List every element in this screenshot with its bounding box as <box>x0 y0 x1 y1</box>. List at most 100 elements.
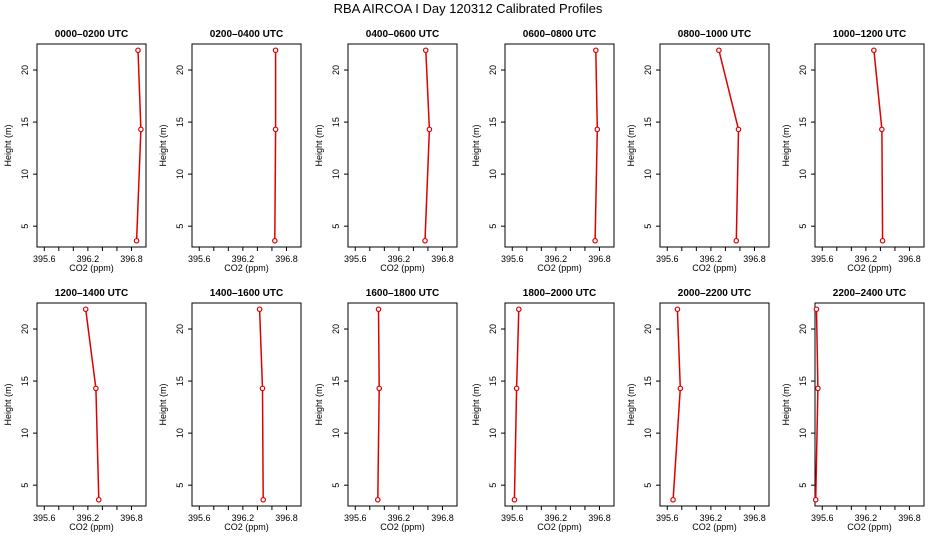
panel-6-y-tick-label: 5 <box>798 224 808 229</box>
panel-12-y-tick-label: 5 <box>798 483 808 488</box>
panel-1-y-axis-label: Height (m) <box>3 124 13 166</box>
panel-7-profile-line <box>84 309 100 500</box>
panel-10-y-axis-label: Height (m) <box>471 383 481 425</box>
panel-10-y-tick-label: 20 <box>488 324 498 334</box>
panel-2-y-axis-label: Height (m) <box>158 124 168 166</box>
panel-4-y-axis-label: Height (m) <box>471 124 481 166</box>
panel-10-y-tick-label: 5 <box>488 483 498 488</box>
panel-2-x-tick-label: 396.8 <box>275 254 298 264</box>
panel-4-y-tick-label: 10 <box>488 169 498 179</box>
panel-5-y-tick-label: 15 <box>643 117 653 127</box>
panel-11-y-axis-label: Height (m) <box>626 383 636 425</box>
panel-2-x-tick-label: 395.6 <box>188 254 211 264</box>
panel-11-x-tick-label: 395.6 <box>656 513 679 523</box>
panel-8-profile-line <box>258 309 264 500</box>
panel-3-y-tick-label: 5 <box>331 224 341 229</box>
panel-5-title: 0800–1000 UTC <box>678 29 751 40</box>
panel-3-y-axis-label: Height (m) <box>314 124 324 166</box>
panel-1-x-tick-label: 396.8 <box>120 254 143 264</box>
panel-7-y-tick-label: 20 <box>20 324 30 334</box>
panel-9-data-point <box>375 306 382 313</box>
panel-3-x-tick-label: 395.6 <box>344 254 367 264</box>
panel-6-x-tick-label: 395.6 <box>811 254 834 264</box>
panel-8-y-tick-label: 15 <box>175 376 185 386</box>
panel-12-data-point <box>812 496 819 503</box>
panel-12-profile-line <box>814 309 819 500</box>
panel-1-y-tick-label: 5 <box>20 224 30 229</box>
panel-12-y-tick-label: 10 <box>798 428 808 438</box>
panel-8-x-axis-label: CO2 (ppm) <box>224 522 269 532</box>
panel-8-data-point <box>260 496 267 503</box>
panel-3-data-point <box>422 237 428 244</box>
panel-5-x-tick-label: 396.8 <box>743 254 766 264</box>
panel-3-data-point <box>422 47 429 54</box>
panel-7-y-axis-label: Height (m) <box>3 383 13 425</box>
panel-2-y-tick-label: 5 <box>175 224 185 229</box>
panel-4-frame <box>504 43 615 248</box>
panel-9-data-point <box>376 385 383 392</box>
panel-12-y-tick-label: 20 <box>798 324 808 334</box>
panel-8-title: 1400–1600 UTC <box>210 288 283 299</box>
panel-3-x-axis-label: CO2 (ppm) <box>380 263 425 273</box>
panel-2-data-point <box>272 237 278 244</box>
panel-9-frame <box>347 302 458 507</box>
panel-5-x-axis-label: CO2 (ppm) <box>692 263 737 273</box>
panel-8-y-tick-label: 5 <box>175 483 185 488</box>
panel-10-frame <box>504 302 615 507</box>
panel-11-y-tick-label: 10 <box>643 428 653 438</box>
panel-6-y-axis-label: Height (m) <box>781 124 791 166</box>
chart-main-title: RBA AIRCOA I Day 120312 Calibrated Profi… <box>333 1 603 16</box>
panel-6-y-tick-label: 10 <box>798 169 808 179</box>
panel-5-frame <box>659 43 770 248</box>
panel-10-data-point <box>513 385 520 392</box>
panel-9-y-axis-label: Height (m) <box>314 383 324 425</box>
panel-9-x-tick-label: 395.6 <box>344 513 367 523</box>
panel-7-x-tick-label: 396.8 <box>120 513 143 523</box>
panel-5-data-point <box>733 237 740 244</box>
panel-11-data-point <box>677 385 684 392</box>
panel-4-x-tick-label: 395.6 <box>501 254 524 264</box>
panel-1-profile-line <box>135 50 142 241</box>
panel-5-x-tick-label: 396.2 <box>700 254 723 264</box>
panel-9-data-point <box>374 496 381 503</box>
panel-7-y-tick-label: 15 <box>20 376 30 386</box>
panel-10-title: 1800–2000 UTC <box>523 288 596 299</box>
panel-6-x-tick-label: 396.8 <box>898 254 921 264</box>
panel-4-x-tick-label: 396.2 <box>545 254 568 264</box>
panel-8-y-tick-label: 20 <box>175 324 185 334</box>
panel-3-frame <box>347 43 458 248</box>
panel-11-y-tick-label: 5 <box>643 483 653 488</box>
panel-9-y-tick-label: 15 <box>331 376 341 386</box>
panel-12-x-tick-label: 396.2 <box>855 513 878 523</box>
panel-2-y-tick-label: 15 <box>175 117 185 127</box>
panel-3-x-tick-label: 396.2 <box>388 254 411 264</box>
panel-3-profile-line <box>424 50 431 241</box>
panel-7-data-point <box>95 496 102 503</box>
panel-8-data-point <box>256 306 263 313</box>
panel-10-data-point <box>516 306 522 313</box>
panel-7-y-tick-label: 10 <box>20 428 30 438</box>
panel-7-data-point <box>93 385 99 392</box>
panel-10-x-tick-label: 396.8 <box>588 513 611 523</box>
panel-10-x-axis-label: CO2 (ppm) <box>537 522 582 532</box>
panel-11-data-point <box>674 306 681 313</box>
panel-5-profile-line <box>718 50 740 241</box>
panel-3-x-tick-label: 396.8 <box>431 254 454 264</box>
panel-5-x-tick-label: 395.6 <box>656 254 679 264</box>
panel-4-y-tick-label: 5 <box>488 224 498 229</box>
panel-2-y-tick-label: 10 <box>175 169 185 179</box>
panel-12-y-axis-label: Height (m) <box>781 383 791 425</box>
panel-3-y-tick-label: 20 <box>331 65 341 75</box>
panel-5-y-tick-label: 10 <box>643 169 653 179</box>
panel-12-x-axis-label: CO2 (ppm) <box>847 522 892 532</box>
panel-7-frame <box>36 302 147 507</box>
panel-2-y-tick-label: 20 <box>175 65 185 75</box>
panel-9-x-axis-label: CO2 (ppm) <box>380 522 425 532</box>
panel-6-data-point <box>879 126 885 133</box>
panel-10-x-tick-label: 395.6 <box>501 513 524 523</box>
panel-9-title: 1600–1800 UTC <box>366 288 439 299</box>
panel-7-title: 1200–1400 UTC <box>55 288 128 299</box>
panel-6-frame <box>814 43 925 248</box>
panel-12-frame <box>814 302 925 507</box>
